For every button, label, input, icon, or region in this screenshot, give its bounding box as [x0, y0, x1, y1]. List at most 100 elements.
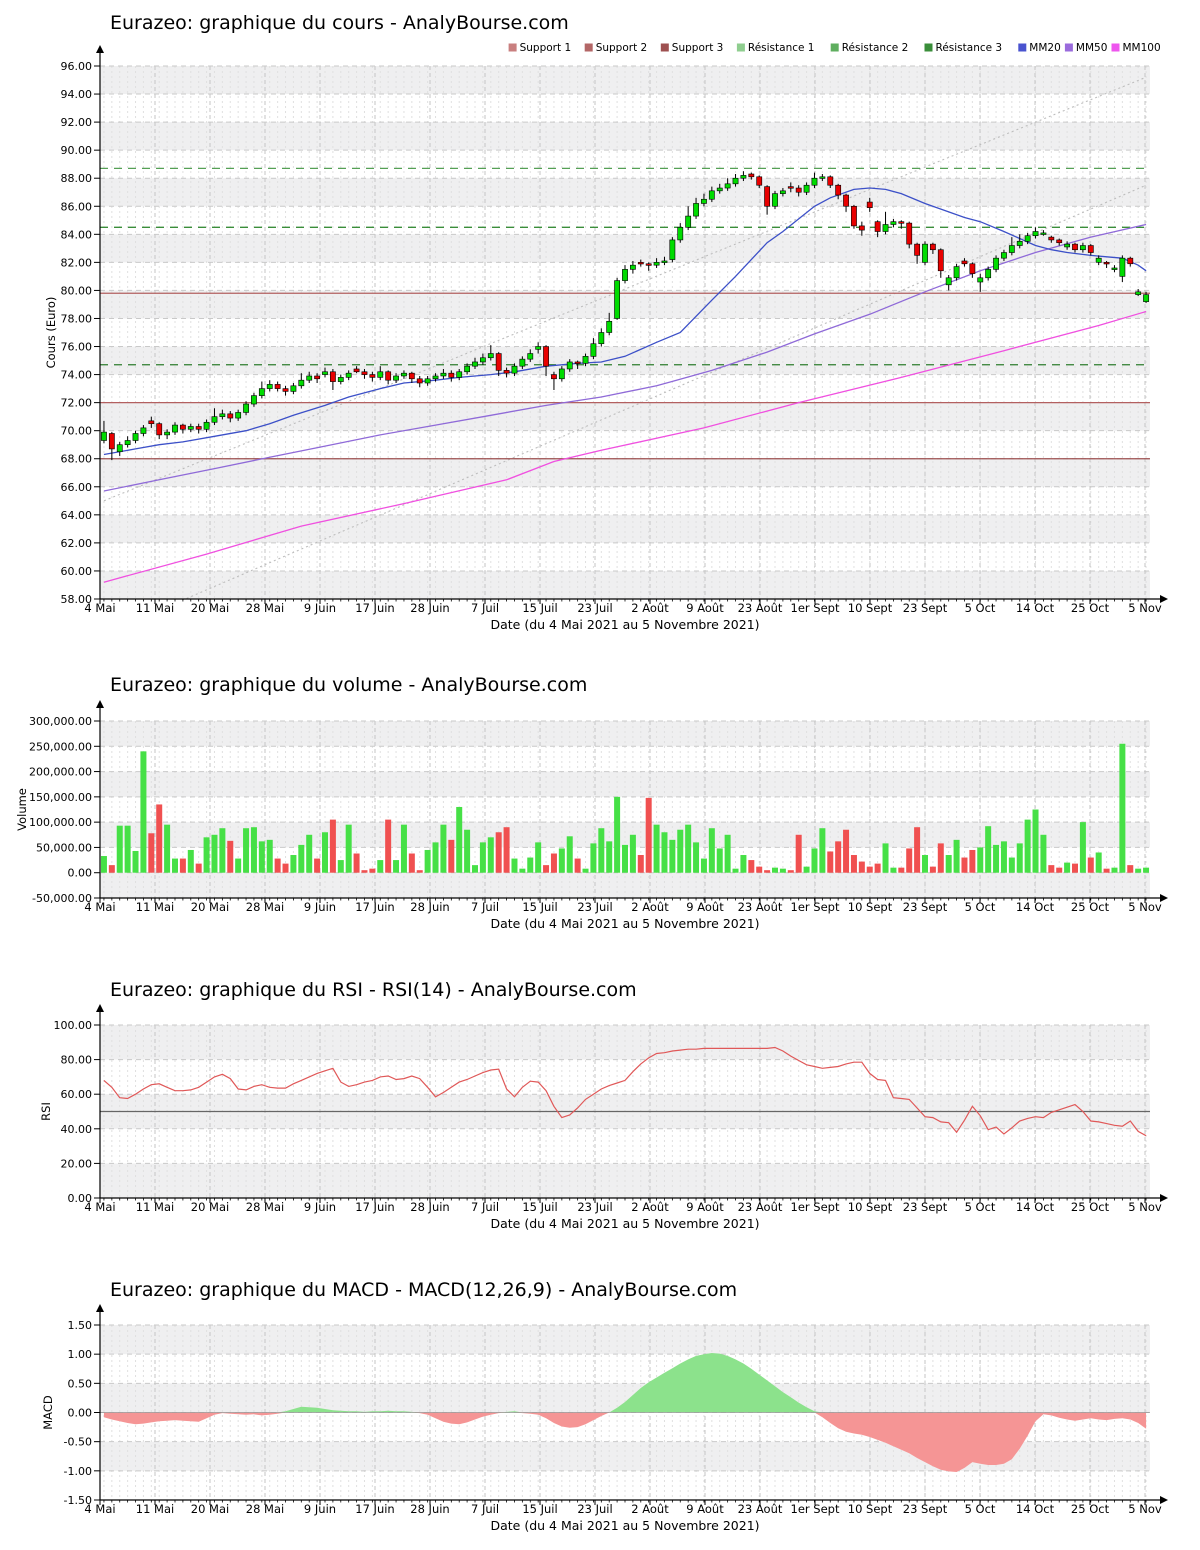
svg-text:84.00: 84.00: [61, 228, 93, 241]
macd-plot: [100, 1353, 1150, 1472]
svg-text:11 Mai: 11 Mai: [136, 1200, 174, 1214]
svg-text:60.00: 60.00: [61, 565, 93, 578]
svg-text:300,000.00: 300,000.00: [29, 715, 92, 728]
svg-text:72.00: 72.00: [61, 397, 93, 410]
svg-text:250,000.00: 250,000.00: [29, 740, 92, 753]
svg-text:1er Sept: 1er Sept: [791, 601, 840, 615]
svg-text:9 Août: 9 Août: [686, 601, 724, 615]
mm100-line: [103, 310, 1147, 583]
svg-text:23 Sept: 23 Sept: [903, 900, 948, 914]
legend-label: Résistance 2: [842, 42, 909, 54]
svg-text:2 Août: 2 Août: [631, 1200, 669, 1214]
price-chart-section: Eurazeo: graphique du cours - AnalyBours…: [0, 0, 1200, 648]
svg-text:28 Juin: 28 Juin: [410, 1502, 449, 1516]
svg-text:20 Mai: 20 Mai: [191, 1502, 229, 1516]
svg-text:-1.00: -1.00: [64, 1465, 92, 1478]
svg-text:20 Mai: 20 Mai: [191, 900, 229, 914]
svg-text:Volume: Volume: [15, 788, 29, 831]
svg-text:9 Juin: 9 Juin: [304, 1502, 336, 1516]
legend-swatch-résistance-1: [736, 43, 745, 52]
macd-axes: 1.50 1.00 0.50 0.00 -0.50 -1.00 -1.504 Mai 11 M…: [41, 1304, 1168, 1533]
svg-text:100.00: 100.00: [54, 1019, 93, 1032]
svg-text:9 Juin: 9 Juin: [304, 601, 336, 615]
legend-label: MM100: [1123, 42, 1161, 54]
legend-swatch-résistance-3: [924, 43, 933, 52]
svg-text:14 Oct: 14 Oct: [1016, 1200, 1055, 1214]
svg-text:1er Sept: 1er Sept: [791, 1502, 840, 1516]
svg-text:15 Juil: 15 Juil: [522, 900, 557, 914]
svg-text:23 Août: 23 Août: [738, 601, 783, 615]
svg-text:2 Août: 2 Août: [631, 900, 669, 914]
svg-text:28 Juin: 28 Juin: [410, 601, 449, 615]
svg-text:9 Août: 9 Août: [686, 1200, 724, 1214]
svg-text:4 Mai: 4 Mai: [84, 601, 115, 615]
svg-text:82.00: 82.00: [61, 256, 93, 269]
svg-text:4 Mai: 4 Mai: [84, 900, 115, 914]
macd-chart-title: Eurazeo: graphique du MACD - MACD(12,26,…: [110, 1279, 738, 1301]
svg-text:70.00: 70.00: [61, 425, 93, 438]
svg-text:28 Mai: 28 Mai: [246, 1502, 284, 1516]
svg-text:50,000.00: 50,000.00: [36, 841, 92, 854]
svg-text:RSI: RSI: [39, 1102, 53, 1121]
svg-text:14 Oct: 14 Oct: [1016, 1502, 1055, 1516]
svg-text:14 Oct: 14 Oct: [1016, 900, 1055, 914]
svg-text:5 Oct: 5 Oct: [965, 900, 996, 914]
svg-text:23 Juil: 23 Juil: [577, 601, 612, 615]
svg-text:0.00: 0.00: [68, 1192, 93, 1205]
svg-text:80.00: 80.00: [61, 284, 93, 297]
svg-text:10 Sept: 10 Sept: [848, 1502, 893, 1516]
macd-chart-section: Eurazeo: graphique du MACD - MACD(12,26,…: [0, 1245, 1200, 1550]
svg-text:9 Juin: 9 Juin: [304, 1200, 336, 1214]
svg-text:28 Juin: 28 Juin: [410, 1200, 449, 1214]
svg-text:28 Mai: 28 Mai: [246, 601, 284, 615]
price-chart-title: Eurazeo: graphique du cours - AnalyBours…: [110, 12, 569, 34]
svg-text:7 Juil: 7 Juil: [471, 601, 499, 615]
price-chart-legend: Support 1 Support 2 Support 3 Résistance 1 R…: [508, 42, 1161, 54]
svg-text:23 Juil: 23 Juil: [577, 900, 612, 914]
legend-label: Support 3: [672, 42, 724, 54]
svg-text:86.00: 86.00: [61, 200, 93, 213]
svg-text:15 Juil: 15 Juil: [522, 1200, 557, 1214]
svg-text:20 Mai: 20 Mai: [191, 601, 229, 615]
mm20-line: [103, 187, 1147, 456]
volume-plot: [100, 743, 1150, 873]
svg-text:1er Sept: 1er Sept: [791, 1200, 840, 1214]
svg-text:23 Juil: 23 Juil: [577, 1502, 612, 1516]
svg-text:Date (du 4 Mai 2021 au 5 Novem: Date (du 4 Mai 2021 au 5 Novembre 2021): [490, 916, 759, 931]
svg-text:66.00: 66.00: [61, 481, 93, 494]
svg-text:5 Nov: 5 Nov: [1128, 1502, 1162, 1516]
svg-text:15 Juil: 15 Juil: [522, 1502, 557, 1516]
svg-text:11 Mai: 11 Mai: [136, 900, 174, 914]
svg-text:9 Août: 9 Août: [686, 1502, 724, 1516]
volume-chart-section: Eurazeo: graphique du volume - AnalyBour…: [0, 648, 1200, 955]
volume-bars: [100, 743, 1150, 873]
svg-text:10 Sept: 10 Sept: [848, 900, 893, 914]
svg-text:9 Juin: 9 Juin: [304, 900, 336, 914]
svg-text:5 Oct: 5 Oct: [965, 1200, 996, 1214]
price-axes: 96.00 94.00 92.00 90.00 88.00 86.00 84.00 82.00…: [44, 45, 1168, 632]
legend-swatch-support-2: [584, 43, 593, 52]
svg-text:23 Août: 23 Août: [738, 900, 783, 914]
rsi-chart-title: Eurazeo: graphique du RSI - RSI(14) - An…: [110, 979, 637, 1001]
svg-text:28 Mai: 28 Mai: [246, 1200, 284, 1214]
svg-text:58.00: 58.00: [61, 593, 93, 606]
rsi-axes: 100.00 80.00 60.00 40.00 20.00 0.004 Mai 11 Ma…: [39, 1004, 1168, 1231]
svg-text:40.00: 40.00: [61, 1123, 93, 1136]
svg-text:4 Mai: 4 Mai: [84, 1200, 115, 1214]
svg-text:0.00: 0.00: [68, 1407, 93, 1420]
svg-text:4 Mai: 4 Mai: [84, 1502, 115, 1516]
svg-text:Date (du 4 Mai 2021 au 5 Novem: Date (du 4 Mai 2021 au 5 Novembre 2021): [490, 1518, 759, 1533]
svg-text:2 Août: 2 Août: [631, 1502, 669, 1516]
svg-text:25 Oct: 25 Oct: [1071, 1502, 1110, 1516]
legend-label: MM20: [1029, 42, 1060, 54]
svg-text:100,000.00: 100,000.00: [29, 816, 92, 829]
svg-text:5 Nov: 5 Nov: [1128, 601, 1162, 615]
svg-text:0.50: 0.50: [68, 1377, 93, 1390]
legend-label: MM50: [1076, 42, 1107, 54]
svg-text:76.00: 76.00: [61, 341, 93, 354]
svg-text:7 Juil: 7 Juil: [471, 900, 499, 914]
svg-text:11 Mai: 11 Mai: [136, 1502, 174, 1516]
svg-text:5 Nov: 5 Nov: [1128, 900, 1162, 914]
svg-text:1er Sept: 1er Sept: [791, 900, 840, 914]
